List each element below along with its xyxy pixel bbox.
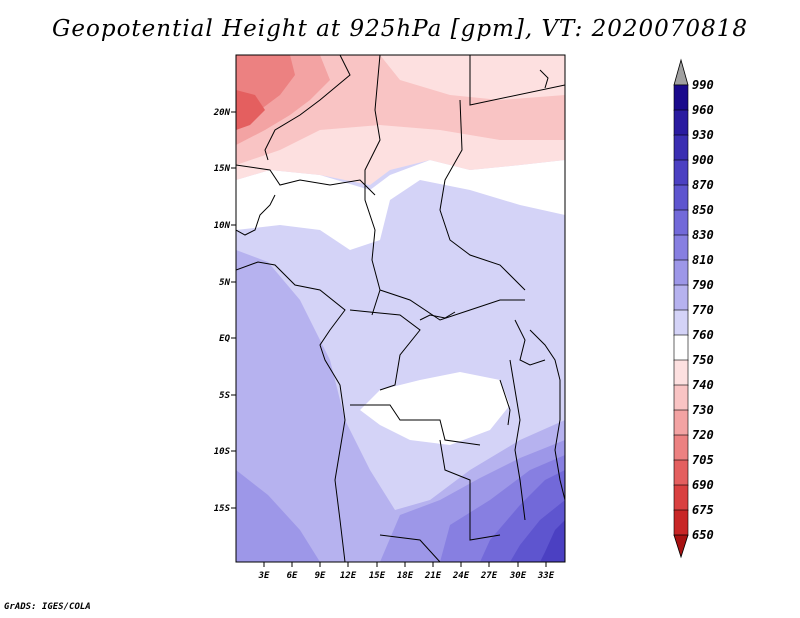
colorbar-label: 900: [692, 153, 714, 167]
map-title: Geopotential Height at 925hPa [gpm], VT:…: [52, 16, 748, 42]
colorbar: 990 960 930 900 870 850 830 810 790 770 760 750 740 7…: [673, 58, 714, 559]
colorbar-label: 870: [692, 178, 714, 192]
colorbar-label: 810: [692, 253, 714, 267]
lon-label-30e: 30E: [509, 571, 527, 581]
lon-label-3e: 3E: [258, 571, 270, 581]
colorbar-label: 930: [692, 128, 714, 142]
colorbar-label: 960: [692, 103, 714, 117]
colorbar-label: 850: [692, 203, 714, 217]
contour-fill-900-southeast: [540, 520, 565, 562]
colorbar-label: 760: [692, 328, 714, 342]
map-frame: [235, 54, 566, 563]
lat-label-5n: 5N: [219, 278, 230, 288]
colorbar-label: 990: [692, 78, 714, 92]
coastlines-and-borders: [236, 55, 565, 562]
colorbar-segment: [673, 334, 689, 361]
colorbar-segment: [673, 384, 689, 411]
lat-label-15s: 15S: [214, 504, 231, 514]
colorbar-label: 720: [692, 428, 714, 442]
colorbar-label: 675: [692, 503, 714, 517]
colorbar-segment: [673, 309, 689, 336]
colorbar-label: 740: [692, 378, 714, 392]
lat-label-20n: 20N: [213, 108, 231, 118]
colorbar-bottom-arrow: [673, 534, 689, 559]
colorbar-segment: [673, 509, 689, 536]
colorbar-segment: [673, 409, 689, 436]
colorbar-top-arrow: [673, 58, 689, 86]
grads-credit: GrADS: IGES/COLA: [4, 602, 91, 612]
contour-fill-760-white-patches: [236, 160, 565, 445]
colorbar-label: 690: [692, 478, 714, 492]
colorbar-segment: [673, 109, 689, 136]
colorbar-segment: [673, 134, 689, 161]
colorbar-segment: [673, 284, 689, 311]
lon-label-27e: 27E: [480, 571, 498, 581]
colorbar-label: 830: [692, 228, 714, 242]
lat-label-eq: EQ: [219, 334, 230, 344]
colorbar-segment: [673, 234, 689, 261]
colorbar-labels: 990 960 930 900 870 850 830 810 790 770 760 750 740 7…: [692, 78, 714, 542]
lon-label-15e: 15E: [369, 571, 386, 581]
lon-label-9e: 9E: [315, 571, 326, 581]
lon-label-6e: 6E: [287, 571, 298, 581]
colorbar-segment: [673, 184, 689, 211]
longitude-axis: [263, 562, 547, 567]
lat-label-15n: 15N: [214, 164, 231, 174]
lat-label-5s: 5S: [219, 391, 230, 401]
colorbar-label: 770: [692, 303, 714, 317]
colorbar-segment: [673, 259, 689, 286]
colorbar-label: 750: [692, 353, 714, 367]
colorbar-segments: [673, 84, 689, 536]
contour-fill-705-northwest: [236, 90, 265, 130]
colorbar-label: 705: [692, 453, 714, 467]
colorbar-label: 790: [692, 278, 714, 292]
latitude-axis: [231, 111, 236, 509]
lon-label-12e: 12E: [340, 571, 357, 581]
colorbar-segment: [673, 459, 689, 486]
map-panel[interactable]: [236, 55, 565, 562]
colorbar-segment: [673, 434, 689, 461]
lon-label-33e: 33E: [537, 571, 555, 581]
lon-label-18e: 18E: [397, 571, 414, 581]
colorbar-segment: [673, 159, 689, 186]
lon-label-24e: 24E: [452, 571, 470, 581]
lon-label-21e: 21E: [424, 571, 442, 581]
colorbar-segment: [673, 84, 689, 111]
colorbar-segment: [673, 359, 689, 386]
lat-label-10s: 10S: [214, 447, 231, 457]
colorbar-label: 650: [692, 528, 714, 542]
colorbar-segment: [673, 209, 689, 236]
lat-label-10n: 10N: [214, 221, 231, 231]
colorbar-segment: [673, 484, 689, 511]
colorbar-label: 730: [692, 403, 714, 417]
